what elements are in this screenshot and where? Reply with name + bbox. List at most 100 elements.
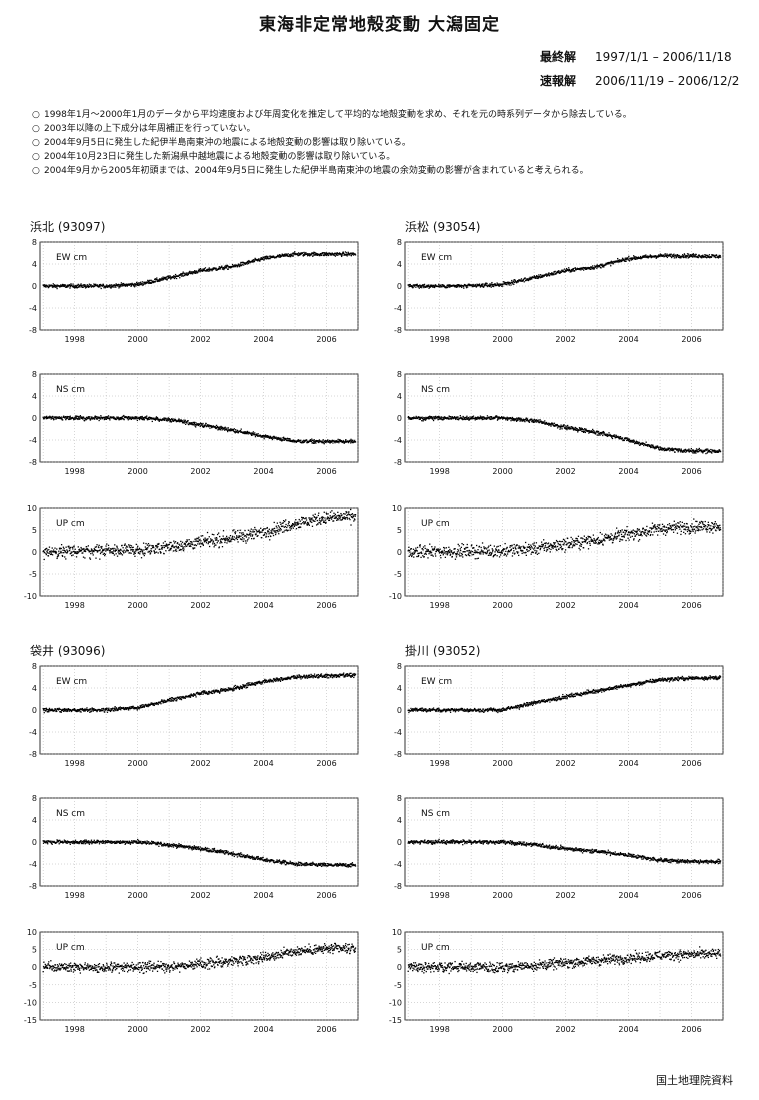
data-point xyxy=(463,547,466,550)
data-point xyxy=(702,254,704,256)
data-point xyxy=(116,284,118,286)
data-point xyxy=(502,550,504,552)
data-point xyxy=(199,270,201,272)
data-point xyxy=(433,284,435,287)
data-point xyxy=(60,550,62,553)
data-point xyxy=(238,536,240,539)
data-point xyxy=(610,260,613,262)
data-point xyxy=(448,546,450,548)
data-point xyxy=(412,286,414,289)
data-point xyxy=(502,548,505,551)
data-point xyxy=(683,451,686,453)
data-point xyxy=(68,417,71,419)
x-tick-label: 2000 xyxy=(127,601,147,610)
data-point xyxy=(344,254,346,256)
data-point xyxy=(64,284,67,286)
data-point xyxy=(497,418,499,420)
data-point xyxy=(672,448,674,450)
data-point xyxy=(124,285,127,287)
data-point xyxy=(491,283,493,286)
data-point xyxy=(48,286,50,289)
data-point xyxy=(490,283,493,285)
data-point xyxy=(81,548,84,550)
data-point xyxy=(322,519,324,521)
data-point xyxy=(114,285,117,287)
data-point xyxy=(83,420,86,422)
data-point xyxy=(551,272,553,275)
data-point xyxy=(629,441,631,443)
data-point xyxy=(618,260,620,263)
data-point xyxy=(659,446,661,448)
data-point xyxy=(622,260,624,262)
data-point xyxy=(273,256,275,258)
data-point xyxy=(349,518,351,521)
data-point xyxy=(494,417,496,419)
data-point xyxy=(462,418,464,421)
data-point xyxy=(119,284,121,286)
data-point xyxy=(116,284,118,287)
data-point xyxy=(107,544,110,547)
data-point xyxy=(146,282,148,284)
data-point xyxy=(150,279,152,282)
data-point xyxy=(515,281,517,283)
data-point xyxy=(236,429,239,432)
data-point xyxy=(432,555,434,557)
data-point xyxy=(408,285,410,288)
data-point xyxy=(159,548,161,551)
data-point xyxy=(474,552,477,554)
data-point xyxy=(625,437,628,439)
data-point xyxy=(714,255,716,257)
data-point xyxy=(132,549,135,551)
data-point xyxy=(414,284,417,286)
data-point xyxy=(505,548,507,550)
data-point xyxy=(59,548,61,550)
data-point xyxy=(69,548,71,550)
x-tick-label: 2004 xyxy=(618,601,638,610)
data-point xyxy=(147,417,150,419)
data-point xyxy=(83,417,85,419)
data-point xyxy=(227,268,230,270)
data-point xyxy=(115,286,117,288)
data-point xyxy=(420,556,422,559)
data-point xyxy=(559,425,562,428)
data-point xyxy=(73,546,75,548)
data-point xyxy=(613,435,615,438)
data-point xyxy=(163,546,166,549)
data-point xyxy=(490,418,492,421)
data-point xyxy=(650,446,652,448)
data-point xyxy=(232,264,234,267)
data-point xyxy=(288,255,290,258)
data-point xyxy=(43,558,45,561)
data-point xyxy=(654,255,656,257)
data-point xyxy=(83,284,85,286)
data-point xyxy=(327,441,329,443)
data-point xyxy=(474,285,476,287)
data-point xyxy=(344,251,347,253)
data-point xyxy=(290,524,293,527)
data-point xyxy=(149,552,152,554)
data-point xyxy=(242,532,244,534)
data-point xyxy=(432,419,435,422)
x-tick-label: 2004 xyxy=(253,335,273,344)
data-point xyxy=(424,285,426,287)
data-point xyxy=(633,256,636,258)
data-point xyxy=(282,436,285,438)
data-point xyxy=(579,267,582,270)
station-name: 掛川 xyxy=(405,644,430,658)
y-tick-label: 8 xyxy=(32,370,37,379)
data-point xyxy=(534,421,536,423)
data-point xyxy=(602,434,604,437)
data-point xyxy=(153,281,155,284)
data-point xyxy=(451,555,453,558)
data-point xyxy=(115,548,117,550)
data-point xyxy=(73,419,75,421)
data-point xyxy=(344,440,347,442)
data-point xyxy=(476,418,478,420)
data-point xyxy=(183,422,185,424)
data-point xyxy=(576,268,578,270)
data-point xyxy=(314,518,317,520)
data-point xyxy=(602,264,604,266)
data-point xyxy=(465,287,468,289)
data-point xyxy=(95,283,97,285)
data-point xyxy=(479,418,481,420)
